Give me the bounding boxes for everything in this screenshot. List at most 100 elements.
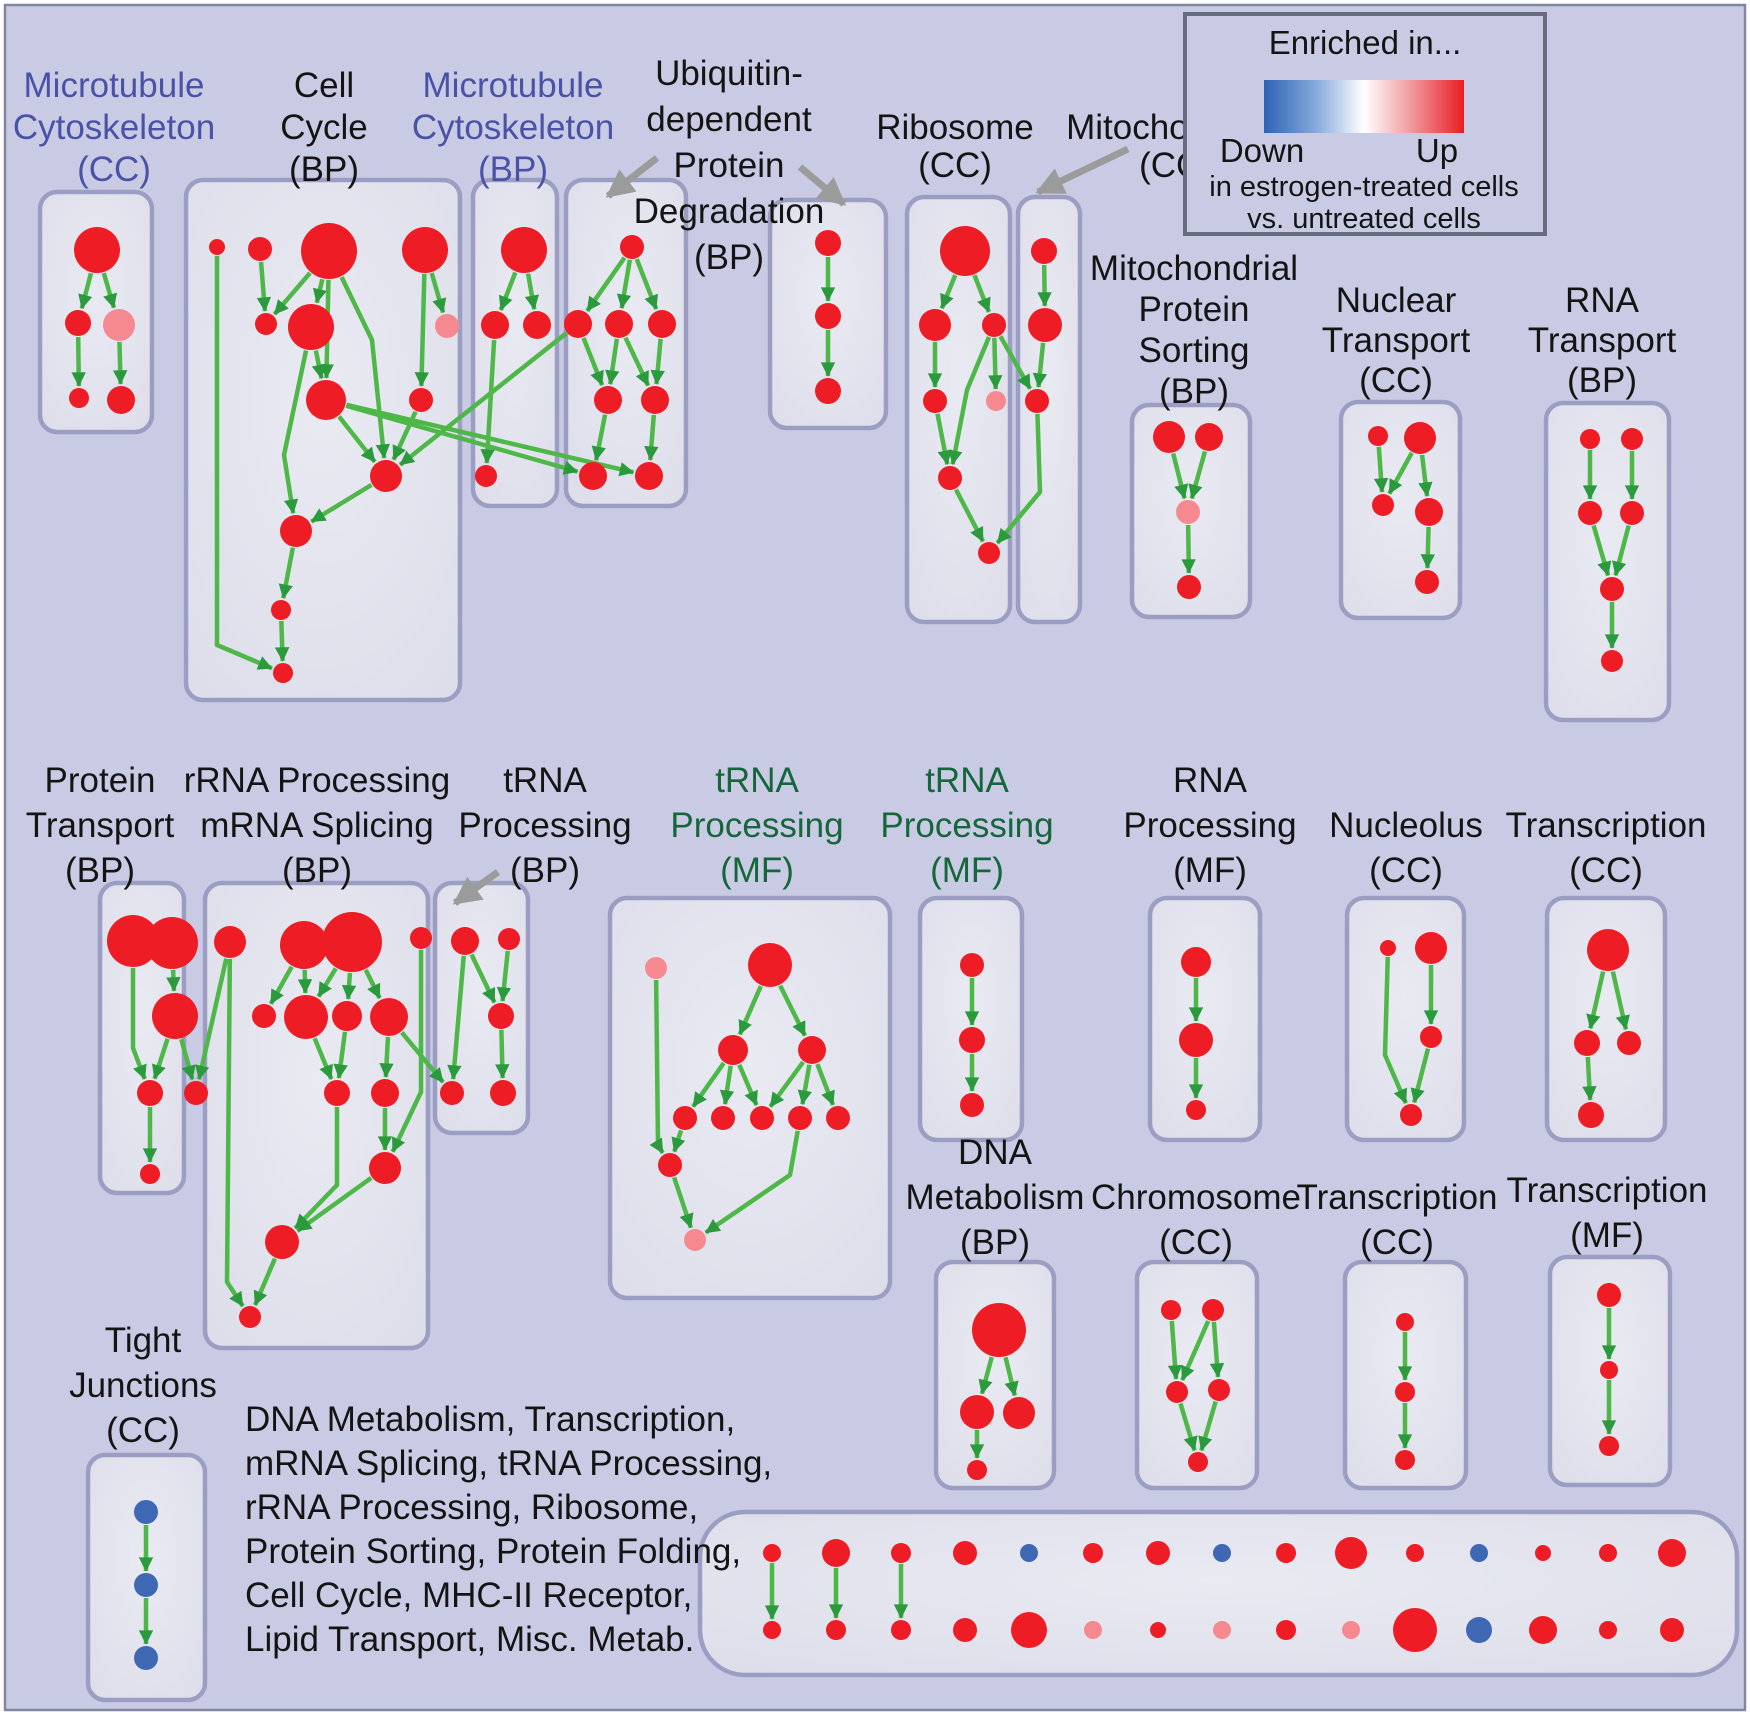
go-term-node-blue bbox=[1020, 1544, 1038, 1562]
go-term-node-red bbox=[280, 515, 312, 547]
go-term-node-red bbox=[288, 304, 334, 350]
go-term-node-red bbox=[306, 380, 346, 420]
edge-arrow bbox=[719, 1065, 735, 1105]
edge-arrow bbox=[1591, 524, 1612, 577]
label-callout-arrow bbox=[797, 164, 847, 207]
go-term-node-red bbox=[1400, 1104, 1422, 1126]
go-term-node-red bbox=[967, 1460, 987, 1480]
go-term-node-red bbox=[1179, 1023, 1213, 1057]
go-term-node-red bbox=[1181, 947, 1211, 977]
go-term-node-red bbox=[960, 1093, 984, 1117]
cluster-label-transcription-cc-mid: (CC) bbox=[1569, 851, 1643, 890]
go-term-node-pink bbox=[1176, 500, 1200, 524]
cluster-label-dna-metabolism-bp: (BP) bbox=[960, 1223, 1030, 1262]
cluster-label-tight-junctions-cc: Tight bbox=[105, 1321, 182, 1360]
go-term-node-red bbox=[1658, 1539, 1686, 1567]
cluster-label-transcription-cc-bottom: (CC) bbox=[1360, 1223, 1434, 1262]
cluster-label-nuclear-transport-cc: Nuclear bbox=[1336, 281, 1457, 320]
edge-arrow bbox=[1586, 970, 1606, 1030]
go-term-node-red bbox=[488, 1003, 514, 1029]
cluster-label-rna-transport-bp: RNA bbox=[1565, 281, 1640, 320]
edge-arrow bbox=[1188, 450, 1208, 500]
cluster-label-trna-processing-bp: tRNA bbox=[503, 761, 587, 800]
edge-arrow bbox=[978, 1356, 994, 1395]
edge-arrow bbox=[1181, 524, 1196, 574]
cluster-box-rna-transport-bp bbox=[1543, 400, 1672, 723]
edge-arrow bbox=[815, 1063, 836, 1106]
go-term-node-red bbox=[1395, 1382, 1415, 1402]
go-term-node-red bbox=[1393, 1608, 1437, 1652]
edge-arrow bbox=[591, 414, 608, 462]
cluster-box-dna-metabolism-bp bbox=[933, 1259, 1057, 1491]
edge-arrow bbox=[1582, 1056, 1597, 1101]
go-term-node-red bbox=[481, 311, 509, 339]
go-term-node-red bbox=[255, 313, 277, 335]
cluster-label-chromosome-cc: Chromosome bbox=[1091, 1178, 1301, 1217]
cluster-box-rna-processing-mf bbox=[1147, 895, 1263, 1143]
go-term-node-red bbox=[891, 1620, 911, 1640]
edge-arrow bbox=[1612, 524, 1631, 577]
go-term-node-red bbox=[959, 1027, 985, 1053]
edge-arrow bbox=[152, 1038, 170, 1080]
legend-up-label: Up bbox=[1416, 132, 1458, 169]
go-term-node-red bbox=[1578, 1102, 1604, 1128]
go-term-node-red bbox=[658, 1153, 682, 1177]
go-term-node-blue bbox=[1213, 1544, 1231, 1562]
go-term-node-red bbox=[1150, 1622, 1166, 1638]
cluster-label-microtubule-cytoskeleton-bp: Cytoskeleton bbox=[412, 108, 614, 147]
go-term-node-red bbox=[501, 227, 547, 273]
go-term-node-red bbox=[1529, 1616, 1557, 1644]
edge-arrow bbox=[400, 1030, 445, 1084]
edge-arrow bbox=[214, 256, 273, 671]
go-term-node-red bbox=[107, 386, 135, 414]
cluster-box-rrna-processing-mrna-splicing-bp bbox=[202, 880, 431, 1351]
edge-arrow bbox=[256, 261, 272, 312]
cluster-label-trna-processing-mf-small: tRNA bbox=[925, 761, 1009, 800]
go-term-node-red bbox=[919, 309, 951, 341]
edge-arrow bbox=[634, 258, 659, 310]
cluster-box-nucleolus-cc bbox=[1344, 895, 1467, 1143]
legend-subtitle: in estrogen-treated cells bbox=[1209, 171, 1519, 203]
go-term-node-red bbox=[1276, 1543, 1296, 1563]
cluster-label-rrna-processing-mrna-splicing-bp: (BP) bbox=[282, 851, 352, 890]
go-term-node-red bbox=[369, 1152, 401, 1184]
go-term-node-red bbox=[1415, 570, 1439, 594]
edges bbox=[71, 256, 1640, 1645]
go-term-node-red bbox=[402, 227, 448, 273]
go-term-node-red bbox=[137, 1080, 163, 1106]
go-term-node-red bbox=[982, 313, 1006, 337]
go-term-node-red bbox=[280, 921, 328, 969]
edge-arrow bbox=[1382, 956, 1408, 1104]
go-term-node-red bbox=[1406, 1544, 1424, 1562]
edge-arrow bbox=[447, 955, 466, 1080]
cluster-box-mixed-terms-strip bbox=[697, 1509, 1740, 1678]
go-term-node-red bbox=[718, 1035, 748, 1065]
go-term-node-red bbox=[1166, 1381, 1188, 1403]
go-term-node-red bbox=[523, 311, 551, 339]
edge-arrow bbox=[333, 1031, 348, 1079]
edge-arrow bbox=[1418, 454, 1433, 497]
edge-arrow bbox=[268, 965, 294, 1005]
go-term-node-pink bbox=[1084, 1621, 1102, 1639]
cluster-label-trna-processing-bp: Processing bbox=[458, 806, 631, 845]
go-term-node-red bbox=[822, 1539, 850, 1567]
edge-arrow bbox=[1037, 264, 1052, 307]
go-term-node-red bbox=[1574, 1030, 1600, 1056]
go-term-node-red bbox=[140, 1164, 160, 1184]
go-term-node-red bbox=[371, 1079, 399, 1107]
edge-arrow bbox=[939, 274, 958, 310]
edge-arrow bbox=[498, 271, 518, 311]
cluster-label-trna-processing-mf-large: tRNA bbox=[715, 761, 799, 800]
edge-arrow bbox=[224, 958, 245, 1308]
go-term-node-red bbox=[209, 239, 225, 255]
go-term-node-red bbox=[252, 1004, 276, 1028]
edge-arrow bbox=[495, 1029, 510, 1079]
edge-arrow bbox=[581, 337, 605, 386]
edge-arrow bbox=[311, 350, 326, 380]
cluster-label-trna-processing-mf-small: (MF) bbox=[930, 851, 1004, 890]
edge-arrow bbox=[179, 1038, 196, 1081]
edge-arrow bbox=[948, 336, 992, 465]
edge-arrow bbox=[496, 950, 512, 1002]
cluster-label-protein-transport-bp: (BP) bbox=[65, 851, 135, 890]
